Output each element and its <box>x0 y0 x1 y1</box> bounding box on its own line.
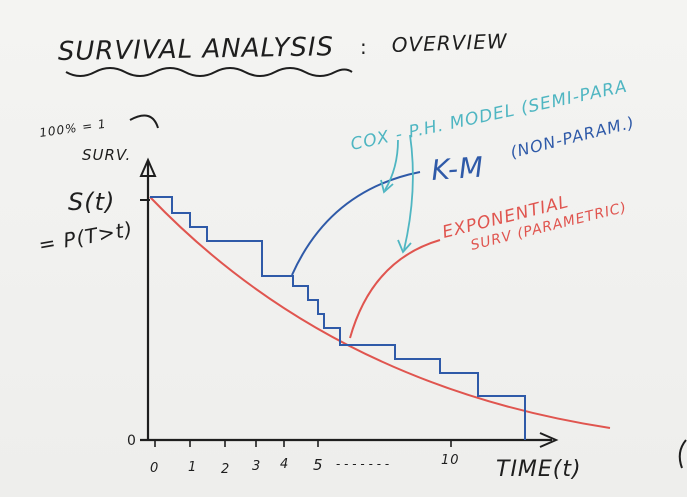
s-definition: = P(T>t) <box>37 217 135 257</box>
x-tick-label-1: 1 <box>188 460 197 475</box>
exp-pointer-line <box>349 239 441 339</box>
edge-mark <box>678 439 687 469</box>
km-pointer-line <box>291 171 421 276</box>
subtitle: OVERVIEW <box>391 29 508 57</box>
x-tick-label-4: 4 <box>280 457 289 472</box>
cox-arrow-to-exp <box>403 134 414 251</box>
x-tick-label-3: 3 <box>252 459 261 474</box>
exponential-curve <box>149 196 611 429</box>
title: SURVIVAL ANALYSIS <box>58 32 335 67</box>
x-tick-label-5: 5 <box>313 456 324 474</box>
y-top-label: 100% = 1 <box>38 117 107 140</box>
x-ellipsis: - - - - - - - <box>336 457 389 471</box>
y-label-arc <box>129 114 159 129</box>
km-label: K-M <box>430 150 485 187</box>
x-axis-arrow <box>539 432 559 448</box>
x-tick-label-10: 10 <box>441 453 460 468</box>
s-of-t-label: S(t) <box>68 188 115 216</box>
cox-arrow-to-exp-head <box>397 239 412 254</box>
x-axis-tick-marks <box>154 440 452 447</box>
x-tick-label-2: 2 <box>221 462 230 477</box>
title-separator: : <box>360 35 367 59</box>
x-tick-label-0: 0 <box>150 461 159 476</box>
km-label-2: (NON-PARAM.) <box>508 113 636 162</box>
y-top-label-2: SURV. <box>82 146 131 164</box>
cox-arrow-to-km <box>384 139 399 191</box>
cox-arrow-to-km-head <box>380 179 394 194</box>
x-axis-label: TIME(t) <box>496 457 582 482</box>
y-zero-label: 0 <box>127 433 136 449</box>
title-underline <box>65 67 353 77</box>
km-step-curve <box>150 196 526 440</box>
y-axis-arrow <box>139 157 157 177</box>
